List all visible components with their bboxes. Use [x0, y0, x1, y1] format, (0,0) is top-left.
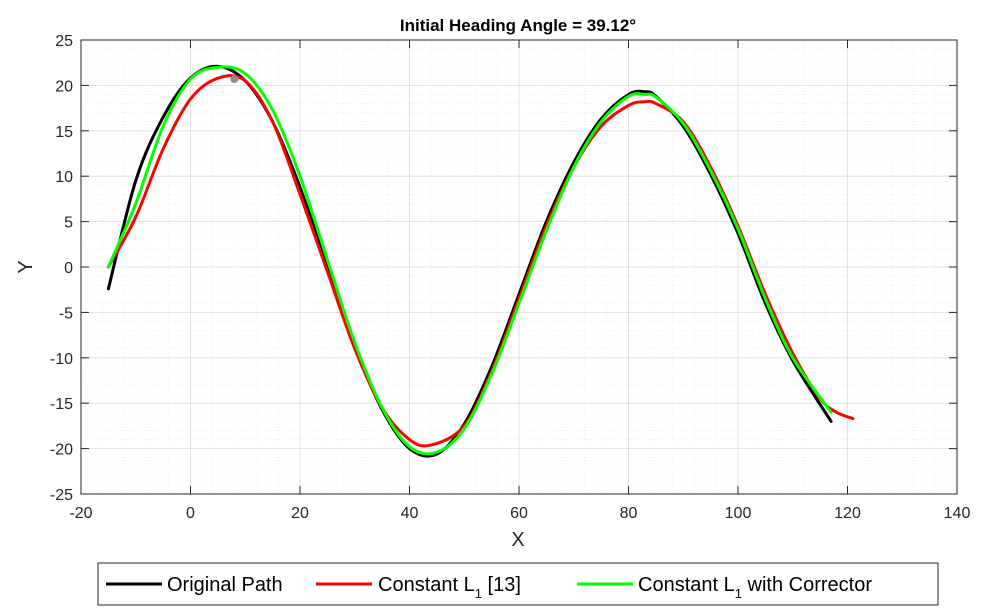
x-tick-label: 80	[620, 505, 638, 522]
y-tick-labels: -25 -20 -15 -10 -5 0 5 10 15 20 25	[50, 33, 73, 504]
chart-title: Initial Heading Angle = 39.12°	[400, 16, 636, 35]
legend-label-corrector: Constant L1 with Corrector	[638, 574, 872, 601]
x-tick-label: 120	[834, 505, 861, 522]
y-tick-label: -10	[50, 351, 73, 368]
y-tick-label: -15	[50, 396, 73, 413]
y-axis-label: Y	[15, 260, 37, 273]
x-tick-label: 0	[186, 505, 195, 522]
y-tick-label: 25	[55, 33, 73, 50]
series-group	[106, 64, 855, 458]
legend-label-original: Original Path	[167, 574, 283, 596]
y-tick-label: 5	[64, 215, 73, 232]
y-tick-label: 20	[55, 78, 73, 95]
x-tick-label: 40	[401, 505, 419, 522]
y-tick-label: -5	[59, 305, 73, 322]
x-tick-label: 100	[725, 505, 752, 522]
x-tick-label: -20	[69, 505, 92, 522]
x-tick-labels: -20 0 20 40 60 80 100 120 140	[69, 505, 970, 522]
y-tick-label: 0	[64, 260, 73, 277]
x-tick-label: 140	[944, 505, 971, 522]
legend-label-constant: Constant L1 [13]	[378, 574, 521, 601]
axis-ticks	[80, 39, 958, 495]
x-tick-label: 20	[291, 505, 309, 522]
y-tick-label: -20	[50, 442, 73, 459]
legend: Original Path Constant L1 [13] Constant …	[97, 562, 939, 606]
y-tick-label: 10	[55, 169, 73, 186]
x-axis-label: X	[511, 529, 524, 551]
y-tick-label: -25	[50, 487, 73, 504]
marker-layer	[230, 75, 239, 84]
legend-box	[97, 562, 939, 606]
start-point-marker	[230, 75, 239, 84]
series-constant-l1-corrector	[106, 65, 833, 456]
x-tick-label: 60	[510, 505, 528, 522]
y-tick-label: 15	[55, 124, 73, 141]
